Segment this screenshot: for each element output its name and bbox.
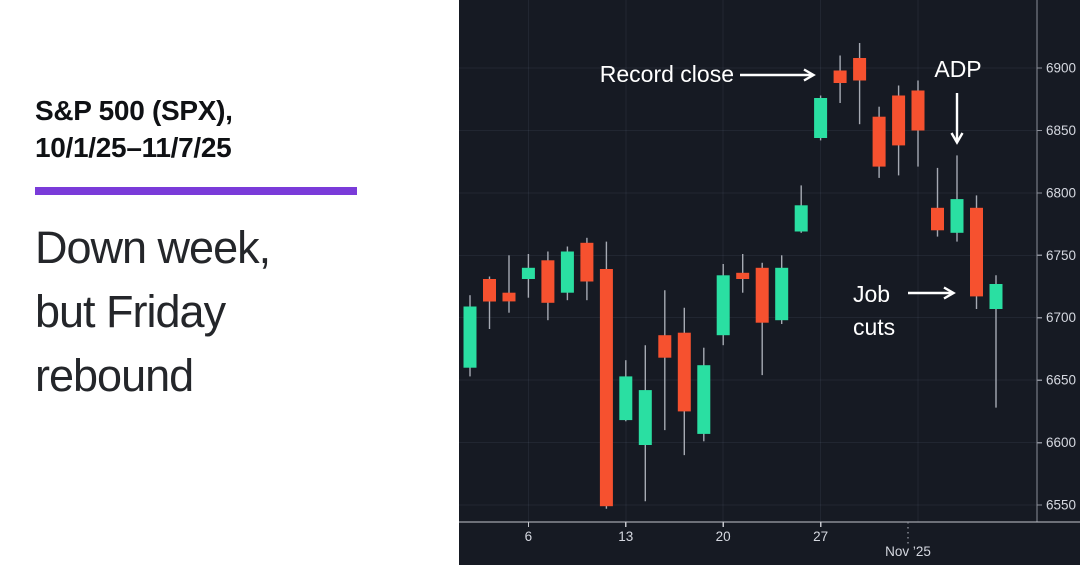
svg-text:6900: 6900 bbox=[1046, 61, 1076, 76]
svg-text:6: 6 bbox=[525, 529, 533, 544]
candlestick-chart: 6900 6850 6800 6750 6700 6650 6600 6550 6 13 20 27 N… bbox=[459, 0, 1080, 559]
svg-text:6700: 6700 bbox=[1046, 310, 1076, 325]
svg-text:Nov ’25: Nov ’25 bbox=[885, 544, 931, 559]
svg-text:20: 20 bbox=[716, 529, 731, 544]
svg-text:6600: 6600 bbox=[1046, 435, 1076, 450]
annotation-record-close: Record close bbox=[599, 61, 734, 87]
chart-panel: 6900 6850 6800 6750 6700 6650 6600 6550 6 13 20 27 N… bbox=[459, 0, 1080, 565]
annotation-job-cuts: Job cuts bbox=[853, 281, 896, 340]
accent-divider bbox=[35, 187, 357, 195]
left-panel: S&P 500 (SPX), 10/1/25–11/7/25 Down week,… bbox=[0, 0, 459, 565]
svg-text:13: 13 bbox=[618, 529, 633, 544]
svg-text:27: 27 bbox=[813, 529, 828, 544]
chart-title-daterange: 10/1/25–11/7/25 bbox=[35, 132, 232, 163]
svg-text:6850: 6850 bbox=[1046, 123, 1076, 138]
annotation-adp: ADP bbox=[934, 56, 982, 82]
svg-text:6650: 6650 bbox=[1046, 373, 1076, 388]
chart-title: S&P 500 (SPX), 10/1/25–11/7/25 bbox=[35, 92, 233, 166]
svg-text:6550: 6550 bbox=[1046, 498, 1076, 513]
headline: Down week, but Friday rebound bbox=[35, 222, 271, 401]
svg-text:6750: 6750 bbox=[1046, 248, 1076, 263]
svg-text:6800: 6800 bbox=[1046, 185, 1076, 200]
chart-title-symbol: S&P 500 (SPX), bbox=[35, 95, 233, 126]
